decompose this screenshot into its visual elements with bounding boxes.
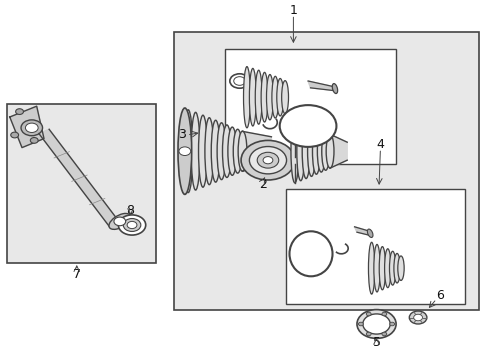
Circle shape bbox=[362, 314, 389, 334]
Bar bbox=[7, 104, 156, 263]
Ellipse shape bbox=[307, 126, 315, 176]
Ellipse shape bbox=[373, 244, 380, 292]
Ellipse shape bbox=[249, 68, 256, 126]
Ellipse shape bbox=[261, 72, 267, 122]
Ellipse shape bbox=[302, 124, 309, 179]
Circle shape bbox=[114, 217, 125, 226]
Ellipse shape bbox=[109, 213, 130, 229]
Circle shape bbox=[241, 140, 294, 180]
Text: 3: 3 bbox=[178, 129, 185, 141]
Circle shape bbox=[366, 332, 370, 336]
Text: 2: 2 bbox=[259, 178, 266, 191]
Ellipse shape bbox=[266, 75, 273, 120]
Circle shape bbox=[408, 311, 426, 324]
Ellipse shape bbox=[388, 251, 395, 285]
Ellipse shape bbox=[255, 70, 262, 124]
Ellipse shape bbox=[276, 78, 283, 116]
Circle shape bbox=[381, 312, 386, 316]
Ellipse shape bbox=[290, 120, 298, 183]
Ellipse shape bbox=[238, 131, 246, 171]
Ellipse shape bbox=[312, 128, 320, 174]
Ellipse shape bbox=[183, 110, 192, 193]
Ellipse shape bbox=[243, 67, 250, 128]
Ellipse shape bbox=[198, 115, 207, 187]
Circle shape bbox=[249, 147, 286, 174]
Circle shape bbox=[413, 314, 422, 321]
Circle shape bbox=[381, 332, 386, 336]
Ellipse shape bbox=[384, 249, 390, 288]
Ellipse shape bbox=[317, 130, 325, 172]
Circle shape bbox=[229, 74, 249, 88]
Ellipse shape bbox=[379, 247, 385, 290]
Ellipse shape bbox=[397, 256, 403, 280]
Polygon shape bbox=[10, 106, 44, 148]
Ellipse shape bbox=[191, 112, 200, 190]
Circle shape bbox=[11, 132, 19, 138]
Polygon shape bbox=[307, 81, 334, 91]
Polygon shape bbox=[39, 129, 120, 227]
Ellipse shape bbox=[178, 108, 191, 194]
Circle shape bbox=[263, 157, 272, 164]
Circle shape bbox=[25, 123, 38, 132]
Ellipse shape bbox=[222, 125, 231, 177]
Polygon shape bbox=[354, 227, 371, 236]
Ellipse shape bbox=[296, 122, 304, 181]
Circle shape bbox=[257, 152, 278, 168]
Ellipse shape bbox=[211, 120, 220, 182]
Circle shape bbox=[16, 109, 23, 114]
Ellipse shape bbox=[271, 76, 278, 118]
Ellipse shape bbox=[233, 129, 242, 173]
Text: 6: 6 bbox=[435, 289, 443, 302]
Bar bbox=[285, 189, 464, 304]
Circle shape bbox=[358, 322, 363, 326]
Text: 5: 5 bbox=[372, 336, 380, 349]
Ellipse shape bbox=[393, 253, 399, 283]
Bar bbox=[224, 49, 395, 164]
Text: 1: 1 bbox=[289, 4, 297, 17]
Text: 8: 8 bbox=[126, 204, 134, 217]
Ellipse shape bbox=[227, 127, 236, 175]
Ellipse shape bbox=[368, 242, 374, 294]
Polygon shape bbox=[242, 131, 271, 171]
Circle shape bbox=[233, 77, 245, 85]
Ellipse shape bbox=[281, 81, 288, 114]
Circle shape bbox=[366, 312, 370, 316]
Bar bbox=[173, 32, 478, 310]
Circle shape bbox=[118, 215, 145, 235]
Circle shape bbox=[30, 138, 38, 143]
Ellipse shape bbox=[332, 84, 337, 94]
Circle shape bbox=[356, 310, 395, 338]
Ellipse shape bbox=[321, 132, 329, 170]
Ellipse shape bbox=[217, 123, 225, 180]
Circle shape bbox=[127, 221, 137, 229]
Circle shape bbox=[21, 120, 42, 136]
Ellipse shape bbox=[289, 231, 332, 276]
Text: 7: 7 bbox=[73, 268, 81, 281]
Circle shape bbox=[279, 105, 336, 147]
Ellipse shape bbox=[325, 134, 333, 168]
Circle shape bbox=[179, 147, 190, 156]
Ellipse shape bbox=[204, 118, 213, 185]
Text: 4: 4 bbox=[376, 138, 384, 151]
Circle shape bbox=[389, 322, 394, 326]
Ellipse shape bbox=[366, 229, 372, 238]
Polygon shape bbox=[329, 134, 346, 168]
Circle shape bbox=[123, 219, 141, 231]
